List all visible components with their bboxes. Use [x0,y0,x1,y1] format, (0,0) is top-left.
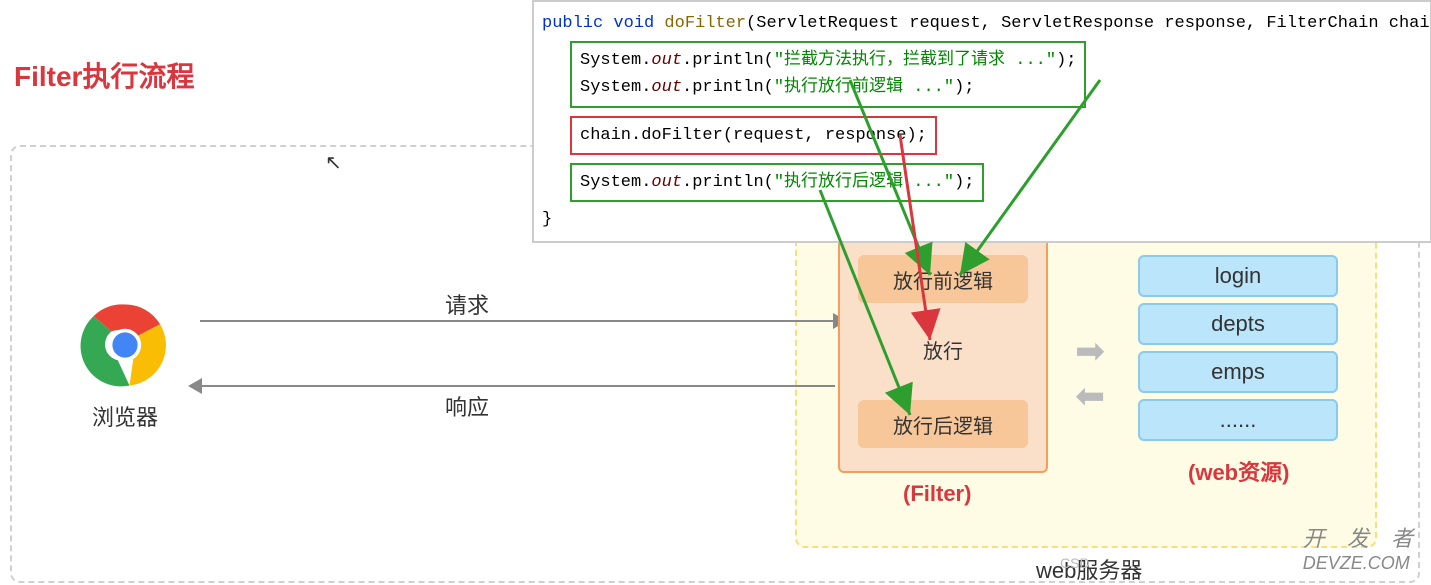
code-block: public void doFilter(ServletRequest requ… [532,0,1431,243]
resource-item: login [1138,255,1338,297]
browser-block: 浏览器 [80,300,170,432]
watermark-line2: DEVZE.COM [1303,553,1421,574]
resource-item: depts [1138,303,1338,345]
request-arrow-line [200,320,835,322]
cursor-icon: ↖ [325,150,342,175]
double-arrow-right-icon: ➡ [1075,330,1105,372]
csdn-watermark: CSD [1060,555,1090,571]
request-label: 请求 [445,288,489,320]
watermark: 开 发 者 DEVZE.COM [1303,521,1421,574]
filter-pass: 放行 [858,325,1028,373]
response-arrow-line [200,385,835,387]
browser-label: 浏览器 [80,400,170,432]
page-title: Filter执行流程 [14,55,194,95]
response-label: 响应 [445,390,489,422]
filter-label: (Filter) [903,481,971,507]
watermark-line1: 开 发 者 [1303,521,1421,553]
filter-after: 放行后逻辑 [858,400,1028,448]
filter-before: 放行前逻辑 [858,255,1028,303]
resource-item: emps [1138,351,1338,393]
double-arrow-left-icon: ⬅ [1075,375,1105,417]
resource-label: (web资源) [1188,455,1289,487]
chrome-icon [80,300,170,390]
response-arrow-head [188,378,202,394]
resource-item: ...... [1138,399,1338,441]
